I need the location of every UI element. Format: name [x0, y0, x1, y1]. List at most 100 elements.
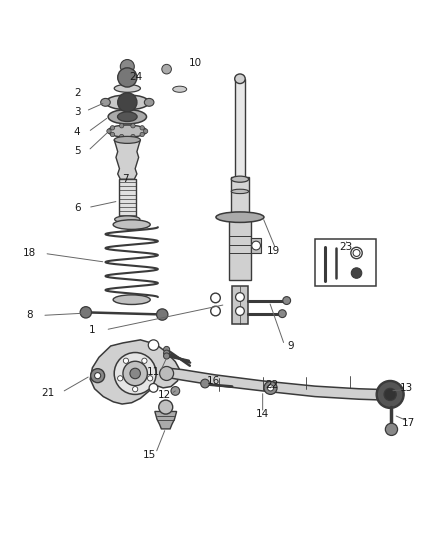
Text: 24: 24 — [129, 71, 143, 82]
Text: 21: 21 — [41, 388, 54, 398]
Circle shape — [163, 353, 170, 359]
Circle shape — [117, 376, 123, 381]
Circle shape — [159, 367, 173, 381]
Circle shape — [80, 306, 92, 318]
Circle shape — [140, 132, 145, 136]
Circle shape — [236, 293, 244, 302]
Text: 16: 16 — [207, 376, 220, 386]
Bar — [119, 179, 136, 219]
Circle shape — [163, 350, 170, 356]
Text: 1: 1 — [89, 325, 95, 335]
Circle shape — [142, 358, 147, 364]
Circle shape — [236, 306, 244, 316]
Ellipse shape — [106, 95, 149, 110]
Bar — [235, 79, 245, 179]
Circle shape — [133, 386, 138, 392]
Circle shape — [162, 64, 171, 74]
Ellipse shape — [351, 247, 362, 259]
Text: 19: 19 — [267, 246, 280, 256]
Circle shape — [95, 373, 101, 379]
Ellipse shape — [114, 136, 141, 143]
Circle shape — [107, 129, 111, 133]
Circle shape — [377, 381, 403, 408]
Text: 22: 22 — [265, 380, 278, 390]
Circle shape — [144, 129, 148, 133]
Circle shape — [201, 379, 209, 388]
Text: 18: 18 — [22, 248, 36, 259]
Bar — [232, 286, 248, 324]
Bar — [251, 238, 261, 253]
Text: 13: 13 — [400, 383, 413, 393]
Circle shape — [110, 132, 115, 136]
Text: 3: 3 — [74, 107, 81, 117]
Circle shape — [114, 352, 156, 394]
Circle shape — [124, 358, 128, 364]
Circle shape — [149, 384, 158, 392]
Circle shape — [211, 293, 220, 303]
Circle shape — [91, 369, 105, 383]
Ellipse shape — [113, 295, 150, 304]
Bar — [315, 239, 376, 286]
Circle shape — [130, 368, 141, 379]
Text: 14: 14 — [256, 409, 269, 419]
Circle shape — [120, 60, 134, 74]
Ellipse shape — [108, 125, 147, 138]
Ellipse shape — [235, 74, 245, 84]
Circle shape — [120, 124, 124, 128]
Circle shape — [351, 268, 362, 278]
Circle shape — [131, 124, 135, 128]
Bar — [231, 177, 249, 216]
Text: 11: 11 — [147, 367, 160, 377]
Text: 12: 12 — [158, 390, 171, 400]
Ellipse shape — [173, 86, 187, 92]
Circle shape — [118, 68, 137, 87]
Circle shape — [264, 381, 277, 394]
Circle shape — [353, 249, 360, 256]
Ellipse shape — [115, 216, 140, 223]
Polygon shape — [162, 368, 392, 400]
Circle shape — [283, 297, 290, 304]
Text: 15: 15 — [142, 450, 156, 460]
Bar — [229, 215, 251, 280]
Text: 4: 4 — [74, 127, 81, 137]
Text: 9: 9 — [288, 341, 294, 351]
Circle shape — [110, 126, 115, 130]
Circle shape — [123, 361, 148, 386]
Text: 10: 10 — [188, 59, 201, 68]
Circle shape — [252, 241, 261, 250]
Text: 2: 2 — [74, 88, 81, 98]
Circle shape — [279, 310, 286, 318]
Circle shape — [171, 386, 180, 395]
Ellipse shape — [108, 110, 147, 124]
Circle shape — [163, 346, 170, 352]
Ellipse shape — [231, 189, 249, 193]
Text: 8: 8 — [26, 310, 32, 320]
Ellipse shape — [145, 99, 154, 106]
Circle shape — [148, 376, 153, 381]
Circle shape — [268, 385, 274, 391]
Text: 23: 23 — [339, 242, 352, 252]
Circle shape — [118, 93, 137, 112]
Text: 17: 17 — [402, 418, 416, 428]
Ellipse shape — [216, 212, 264, 222]
Ellipse shape — [117, 112, 137, 122]
Polygon shape — [155, 411, 177, 429]
Circle shape — [156, 309, 168, 320]
Text: 6: 6 — [74, 203, 81, 213]
Circle shape — [159, 400, 173, 414]
Circle shape — [385, 423, 398, 435]
Ellipse shape — [101, 99, 110, 106]
Polygon shape — [114, 140, 141, 179]
Circle shape — [140, 126, 145, 130]
Circle shape — [384, 389, 396, 400]
Polygon shape — [90, 340, 180, 404]
Ellipse shape — [114, 84, 141, 92]
Text: 5: 5 — [74, 146, 81, 156]
Ellipse shape — [231, 176, 249, 182]
Text: 7: 7 — [122, 174, 128, 184]
Ellipse shape — [113, 220, 150, 229]
Circle shape — [131, 134, 135, 139]
Circle shape — [211, 306, 220, 316]
Circle shape — [120, 134, 124, 139]
Circle shape — [148, 340, 159, 350]
